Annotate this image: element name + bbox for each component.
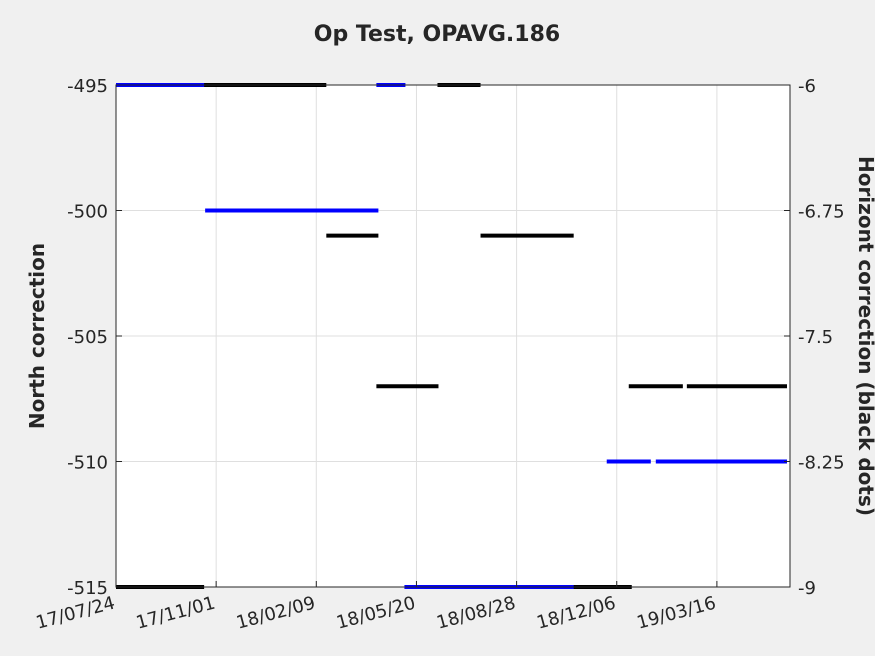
y-tick-label-right: -8.25 <box>798 453 845 474</box>
y-tick-label-left: -515 <box>67 578 108 599</box>
y-tick-label-left: -505 <box>67 327 108 348</box>
y-tick-label-right: -9 <box>798 578 816 599</box>
chart-title: Op Test, OPAVG.186 <box>314 22 560 47</box>
y-axis-label-right: Horizont correction (black dots) <box>854 156 875 516</box>
y-tick-label-right: -6 <box>798 76 816 97</box>
y-tick-label-right: -6.75 <box>798 202 845 223</box>
y-axis-label-left: North correction <box>25 243 49 429</box>
y-tick-label-left: -500 <box>67 202 108 223</box>
y-tick-label-left: -495 <box>67 76 108 97</box>
y-tick-label-left: -510 <box>67 453 108 474</box>
y-tick-label-right: -7.5 <box>798 327 833 348</box>
